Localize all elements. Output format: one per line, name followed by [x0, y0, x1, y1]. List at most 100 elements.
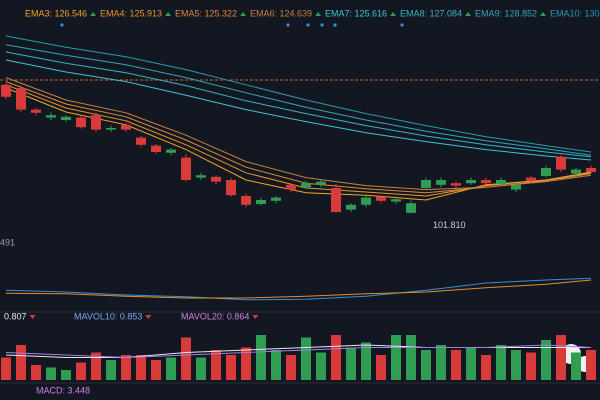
volume-bar	[316, 352, 326, 380]
legend-label: EMA6: 124.639	[250, 8, 312, 18]
volume-bar	[106, 360, 116, 380]
candle-body	[466, 180, 476, 184]
candle-body	[346, 204, 356, 210]
ema-line	[5, 51, 592, 158]
candle-body	[136, 137, 146, 145]
legend-label: EMA3: 126.546	[25, 8, 87, 18]
indicator-line	[5, 279, 592, 299]
candle-body	[226, 180, 236, 196]
candle-body	[256, 200, 266, 204]
candle-body	[61, 116, 71, 120]
volume-bar	[481, 355, 491, 380]
legend-arrow	[465, 12, 472, 16]
volume-bar	[406, 335, 416, 380]
volume-bar	[511, 350, 521, 380]
candle-body	[481, 180, 491, 184]
volume-legend: MAVOL10: 0.853	[74, 311, 142, 321]
ema-line	[5, 77, 592, 191]
macd-label: MACD: 3.448	[36, 385, 90, 395]
legend-arrow	[315, 12, 322, 16]
candle-body	[436, 180, 446, 185]
candle-body	[121, 124, 131, 130]
ema-line	[5, 84, 592, 197]
candle-body	[586, 168, 596, 172]
candle-body	[166, 149, 176, 153]
legend-arrow	[540, 12, 547, 16]
candle-body	[1, 84, 11, 97]
volume-bar	[241, 347, 251, 380]
volume-bar	[391, 335, 401, 380]
volume-bar	[541, 340, 551, 380]
candle-body	[91, 115, 101, 130]
legend-label: EMA9: 128.852	[475, 8, 537, 18]
legend-arrow	[165, 12, 172, 16]
candle-body	[271, 197, 281, 201]
candle-body	[76, 117, 86, 128]
candle-body	[286, 184, 296, 190]
candle-body	[496, 180, 506, 184]
volume-bar	[136, 355, 146, 380]
volume-bar	[61, 370, 71, 380]
candle-body	[16, 88, 26, 110]
candle-body	[571, 169, 581, 174]
candle-body	[361, 197, 371, 205]
volume-bar	[256, 335, 266, 380]
legend-label: EMA10: 130.82	[550, 8, 600, 18]
volume-bar	[376, 355, 386, 380]
volume-bar	[211, 350, 221, 380]
ema-line	[5, 44, 592, 156]
candle-body	[316, 181, 326, 185]
volume-bar	[196, 357, 206, 380]
candle-body	[421, 180, 431, 188]
volume-bar	[151, 360, 161, 380]
legend-label: EMA4: 125.913	[100, 8, 162, 18]
legend-label: EMA8: 127.084	[400, 8, 462, 18]
volume-bar	[226, 355, 236, 380]
candle-body	[451, 183, 461, 186]
mavol-line	[5, 344, 592, 359]
volume-bar	[436, 345, 446, 380]
volume-bar	[466, 347, 476, 380]
ema-line	[5, 35, 592, 153]
volume-bar	[571, 352, 581, 380]
legend-arrow	[145, 315, 152, 319]
indicator-line	[5, 277, 592, 301]
legend-arrow	[90, 12, 97, 16]
volume-legend: MAVOL20: 0.864	[181, 311, 249, 321]
legend-label: EMA7: 125.616	[325, 8, 387, 18]
candle-body	[31, 109, 41, 113]
volume-bar	[166, 357, 176, 380]
low-label: 101.810	[433, 220, 466, 230]
candle-body	[556, 156, 566, 170]
volume-bar	[451, 350, 461, 380]
candle-body	[376, 196, 386, 201]
legend-arrow	[252, 315, 259, 319]
candle-body	[151, 145, 161, 152]
candle-body	[211, 176, 221, 182]
markers	[60, 23, 404, 27]
volume-bar	[16, 345, 26, 380]
volume-bar	[271, 350, 281, 380]
volume-bar	[181, 337, 191, 380]
candle-body	[196, 175, 206, 178]
legend-arrow	[29, 315, 36, 319]
ema-line	[5, 59, 592, 161]
candle-body	[241, 196, 251, 205]
candle-body	[46, 115, 56, 118]
volume-bar	[31, 365, 41, 380]
volume-bar	[331, 335, 341, 380]
candle-body	[391, 199, 401, 202]
volume-bar	[286, 355, 296, 380]
volume-bar	[586, 350, 596, 380]
volume-bar	[421, 350, 431, 380]
volume-legend: 0.807	[4, 311, 27, 321]
volume-bar	[91, 352, 101, 380]
volume-bar	[76, 362, 86, 380]
volume-bar	[301, 337, 311, 380]
candle-body	[406, 203, 416, 213]
volume-bar	[346, 347, 356, 380]
candle-body	[301, 183, 311, 188]
legend-label: EMA5: 125.322	[175, 8, 237, 18]
volume-bar	[361, 342, 371, 380]
